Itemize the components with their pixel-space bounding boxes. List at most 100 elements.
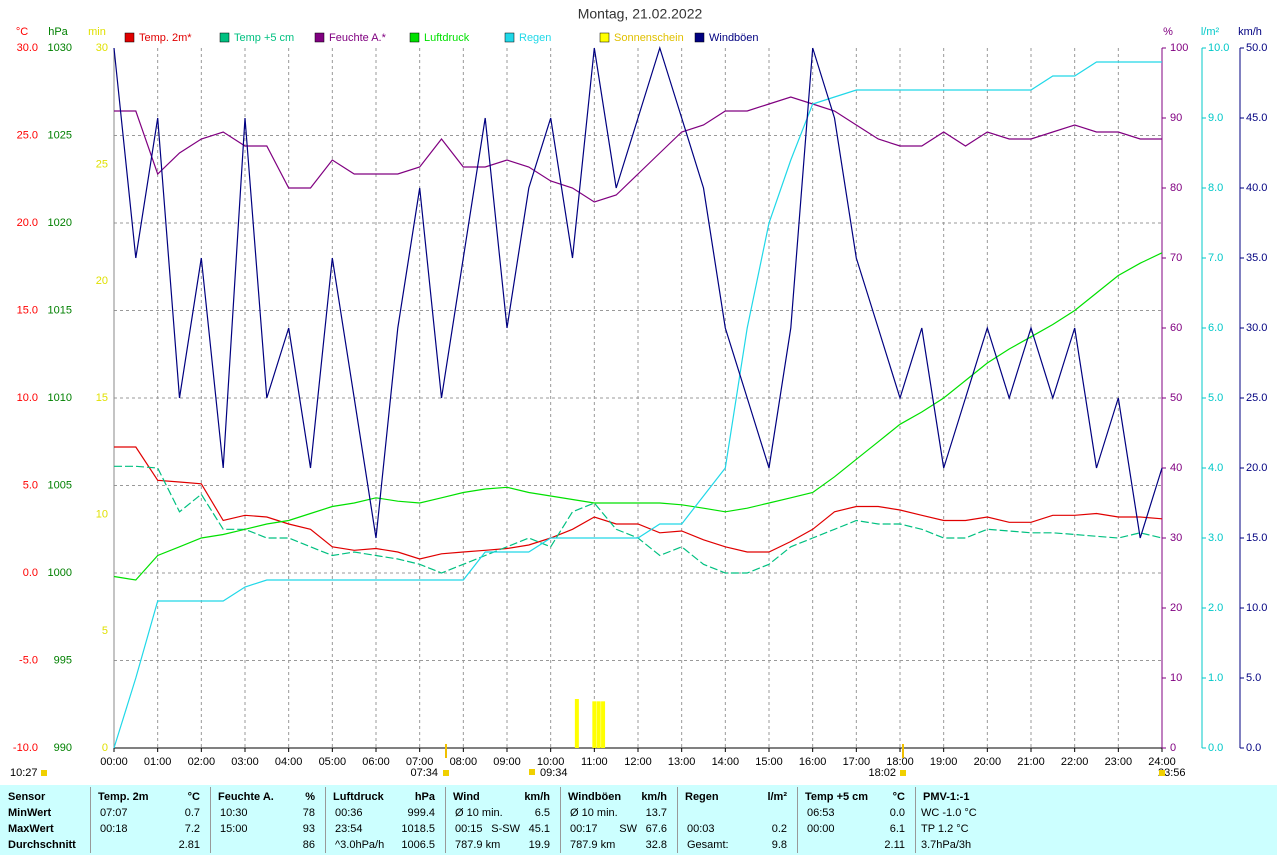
x-tick-label: 09:00 <box>493 756 521 768</box>
table-text: 00:36 <box>335 807 363 819</box>
y-tick-label: 30.0 <box>17 42 38 54</box>
y-tick-label: 100 <box>1170 42 1188 54</box>
table-text: 6.5 <box>534 807 550 819</box>
y-tick-label: 990 <box>54 742 72 754</box>
table-text: 78 <box>302 807 315 819</box>
y-tick-label: 1000 <box>48 567 72 579</box>
table-text: 2.11 <box>884 839 905 851</box>
y-tick-label: 1020 <box>48 217 72 229</box>
y-tick-label: 1015 <box>48 304 72 316</box>
y-tick-label: 1010 <box>48 392 72 404</box>
y-tick-label: 25 <box>96 159 108 171</box>
table-text: 1006.5 <box>401 839 435 851</box>
table-text: 15:00 <box>220 823 248 835</box>
y-tick-label: 10.0 <box>1208 42 1229 54</box>
table-text: 0.0 <box>889 807 905 819</box>
x-tick-label: 05:00 <box>319 756 347 768</box>
table-text: Regen <box>685 791 719 803</box>
axis-unit: % <box>1163 26 1173 38</box>
table-text: 2.81 <box>178 839 200 851</box>
legend-swatch <box>504 32 515 43</box>
x-tick-label: 06:00 <box>362 756 390 768</box>
x-tick-label: 20:00 <box>974 756 1002 768</box>
table-text: Gesamt: <box>687 839 729 851</box>
table-text: MinWert <box>8 807 52 819</box>
x-tick-label: 02:00 <box>188 756 216 768</box>
y-tick-label: 20 <box>1170 602 1182 614</box>
column-divider <box>797 787 798 853</box>
legend-label: Sonnenschein <box>614 32 684 44</box>
table-text: 32.8 <box>645 839 667 851</box>
series-line <box>114 446 1163 560</box>
table-text: 00:03 <box>687 823 715 835</box>
chart: Montag, 21.02.2022 00:00 01:00 02:00 03:00 0… <box>10 6 1267 779</box>
y-tick-label: 3.0 <box>1208 532 1223 544</box>
table-text: 67.6 <box>645 823 667 835</box>
table-text: °C <box>187 791 200 803</box>
table-text: 0.2 <box>771 823 787 835</box>
table-text: km/h <box>641 791 667 803</box>
table-text: 45.1 <box>528 823 550 835</box>
legend-label: Windböen <box>709 32 759 44</box>
y-tick-label: 40.0 <box>1246 182 1267 194</box>
legend-swatch <box>124 32 135 43</box>
marker-icon <box>1159 770 1165 776</box>
column-divider <box>210 787 211 853</box>
x-tick-label: 23:00 <box>1105 756 1133 768</box>
column-divider <box>445 787 446 853</box>
y-tick-label: 1005 <box>48 479 72 491</box>
legend-label: Regen <box>519 32 551 44</box>
table-text: 787.9 km <box>455 839 501 851</box>
y-tick-label: 8.0 <box>1208 182 1223 194</box>
table-text: 23:54 <box>335 823 363 835</box>
y-tick-label: -5.0 <box>19 654 38 666</box>
series-line <box>113 61 1162 749</box>
y-tick-label: 35.0 <box>1246 252 1267 264</box>
y-tick-label: 20.0 <box>17 217 38 229</box>
x-tick-label: 04:00 <box>275 756 303 768</box>
table-text: 06:53 <box>807 807 835 819</box>
axis-unit: l/m² <box>1201 26 1220 38</box>
table-text: 7.2 <box>184 823 200 835</box>
table-text: Windböen <box>568 791 622 803</box>
y-tick-label: 10 <box>96 509 108 521</box>
table-text: 9.8 <box>771 839 787 851</box>
y-tick-label: 0 <box>1170 742 1176 754</box>
table-text: 787.9 km <box>570 839 616 851</box>
y-tick-label: 30 <box>1170 532 1182 544</box>
y-tick-label: 45.0 <box>1246 112 1267 124</box>
table-text: Ø 10 min. <box>570 807 618 819</box>
axis-unit: °C <box>16 26 28 38</box>
y-tick-label: 10.0 <box>1246 602 1267 614</box>
table-text: l/m² <box>767 791 787 803</box>
x-tick-label: 15:00 <box>755 756 783 768</box>
table-text: SW <box>619 823 637 835</box>
column-divider <box>325 787 326 853</box>
legend-swatch <box>599 32 610 43</box>
table-text: WC -1.0 °C <box>921 807 977 819</box>
y-tick-label: 15 <box>96 392 108 404</box>
y-tick-label: 30 <box>96 42 108 54</box>
table-text: km/h <box>524 791 550 803</box>
marker-icon <box>443 770 449 776</box>
y-tick-label: 10.0 <box>17 392 38 404</box>
column-divider <box>915 787 916 853</box>
series-line <box>113 252 1163 581</box>
y-tick-label: 1025 <box>48 129 72 141</box>
legend-label: Feuchte A.* <box>329 32 387 44</box>
sunshine-bar <box>574 699 579 748</box>
table-text: Ø 10 min. <box>455 807 503 819</box>
table-text: 6.1 <box>889 823 905 835</box>
axis-unit: hPa <box>48 26 68 38</box>
series-line <box>114 96 1162 203</box>
y-tick-label: 25.0 <box>1246 392 1267 404</box>
table-text: PMV-1:-1 <box>923 791 970 803</box>
sunshine-bar <box>601 701 606 748</box>
table-text: Temp. 2m <box>98 791 149 803</box>
x-tick-label: 00:00 <box>100 756 128 768</box>
y-tick-label: 1030 <box>48 42 72 54</box>
table-text: °C <box>892 791 905 803</box>
y-tick-label: 30.0 <box>1246 322 1267 334</box>
table-text: Durchschnitt <box>8 839 76 851</box>
